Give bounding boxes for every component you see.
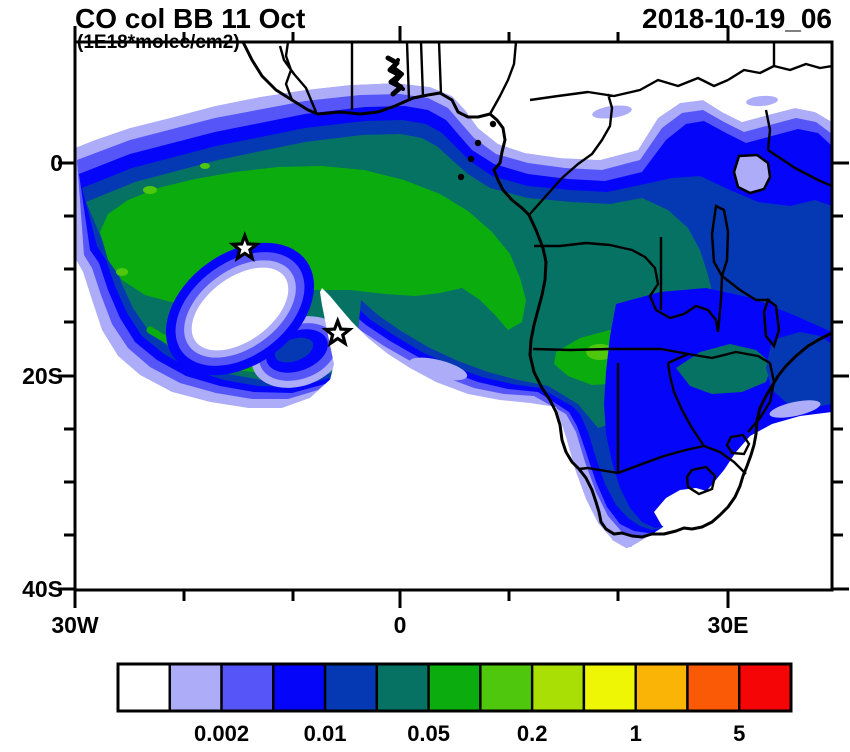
clear-region-southwest	[75, 258, 616, 590]
contour-lightgreen-speck	[116, 268, 128, 276]
minor-ticks	[64, 32, 843, 601]
colorbar-cell	[427, 662, 482, 713]
fringe-streak	[746, 95, 778, 107]
island-dot	[457, 173, 465, 181]
clear-region-interior-sa	[654, 488, 716, 532]
colorbar-cell	[116, 662, 171, 713]
y-tick-label-20s: 20S	[22, 363, 63, 389]
plot-timestamp: 2018-10-19_06	[642, 3, 832, 34]
plot-title: CO col BB 11 Oct	[75, 3, 305, 34]
fringe-streak	[408, 357, 468, 381]
plot-units-label: (1E18*molec/cm2)	[77, 32, 240, 53]
colorbar-cell	[272, 662, 327, 713]
colorbar-cell	[220, 662, 275, 713]
lake-malawi	[762, 297, 781, 349]
lake-victoria	[732, 153, 772, 195]
y-tick-label-0: 0	[50, 150, 63, 176]
x-tick-label-30e: 30E	[708, 612, 749, 638]
coastline-africa	[241, 42, 832, 539]
colorbar-cell	[582, 662, 637, 713]
border-eswatini	[725, 433, 751, 456]
fringe-streak	[769, 400, 821, 418]
island-dot	[489, 120, 497, 128]
colorbar	[116, 662, 793, 713]
colorbar-tick-label: 0.2	[517, 721, 548, 746]
contour-lightgreen-speck	[143, 186, 157, 194]
colorbar-cell	[738, 662, 793, 713]
country-borders-south	[532, 347, 776, 475]
colorbar-cell	[168, 662, 223, 713]
country-borders-northeast	[727, 42, 832, 188]
colorbar-tick-label: 1	[630, 721, 642, 746]
contour-lightgreen-speck	[200, 163, 210, 169]
island-dot	[474, 139, 482, 147]
y-tick-label-40s: 40S	[22, 576, 63, 602]
colorbar-tick-label: 0.002	[194, 721, 249, 746]
colorbar-cell	[634, 662, 689, 713]
colorbar-tick-label: 0.05	[407, 721, 450, 746]
colorbar-cell	[479, 662, 534, 713]
symbol-cluster	[385, 55, 405, 97]
major-ticks	[58, 26, 849, 608]
colorbar-outline	[116, 662, 793, 713]
x-tick-label-0: 0	[394, 612, 407, 638]
colorbar-cell	[375, 662, 430, 713]
lake-tanganyika	[710, 204, 730, 280]
colorbar-tick-label: 0.01	[304, 721, 347, 746]
contour-navy-mozambique	[766, 332, 832, 408]
country-borders-west	[278, 42, 518, 115]
country-borders-central	[528, 76, 770, 333]
plot-frame	[73, 40, 834, 592]
contour-field	[75, 42, 832, 590]
colorbar-cell	[530, 662, 586, 713]
island-dot	[467, 155, 475, 163]
colorbar-labels: 0.002 0.01 0.05 0.2 1 5	[194, 721, 745, 746]
clear-eye	[191, 267, 289, 351]
colorbar-tick-label: 5	[733, 721, 745, 746]
x-tick-label-30w: 30W	[51, 612, 99, 638]
border-lesotho	[685, 465, 717, 496]
colorbar-cell	[323, 662, 379, 713]
clear-region-north	[75, 42, 832, 160]
colorbar-cell	[686, 662, 741, 713]
